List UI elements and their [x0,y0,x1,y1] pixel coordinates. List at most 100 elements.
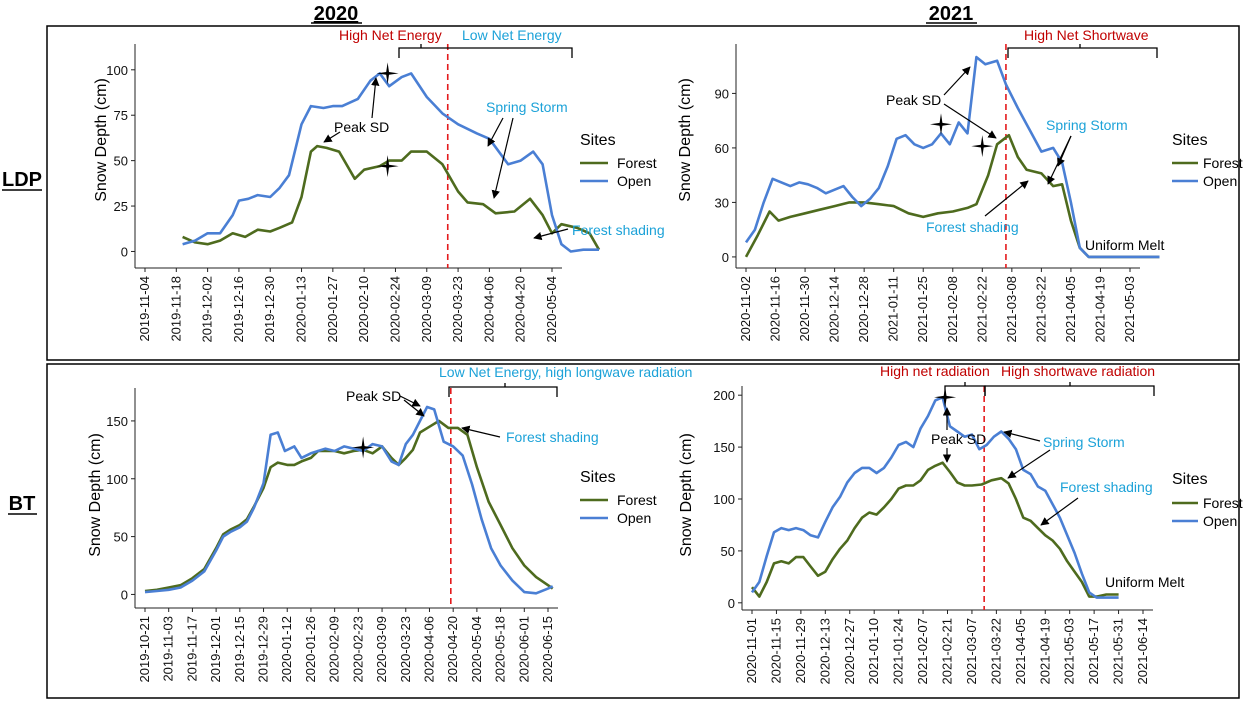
x-tick-label: 2020-03-09 [419,276,434,343]
annotation-forest-shading: Forest shading [572,222,665,238]
x-tick-label: 2020-01-13 [294,276,309,343]
legend-forest-label: Forest [617,492,657,508]
header-2021: 2021 [929,3,974,25]
y-tick-label: 50 [721,544,735,559]
peak-star-marker [376,62,399,85]
x-tick-label: 2020-11-01 [744,618,759,684]
legend-forest-label: Forest [1203,495,1243,511]
x-tick-label: 2020-01-26 [303,616,318,683]
x-tick-label: 2020-11-30 [797,276,812,342]
x-tick-label: 2021-02-07 [915,618,930,685]
x-tick-label: 2021-04-19 [1092,276,1107,343]
arrow-spring-storm-open [487,117,504,147]
annotation-low-net-energy: Low Net Energy [462,27,562,43]
y-tick-label: 0 [722,250,729,265]
x-tick-label: 2020-02-23 [350,616,365,683]
legend-open-label: Open [617,510,651,526]
annotation-peak-sd: Peak SD [346,388,401,404]
x-tick-label: 2019-10-21 [137,616,152,683]
x-tick-label: 2021-02-21 [940,618,955,685]
x-tick-label: 2020-11-02 [738,276,753,342]
annotation-spring-storm: Spring Storm [486,99,568,115]
x-tick-label: 2019-11-03 [161,616,176,682]
annotation-peak-sd: Peak SD [886,92,941,108]
y-tick-label: 200 [713,388,735,403]
legend-open-label: Open [617,173,651,189]
ylabel-ldp2021: Snow Depth (cm) [677,78,694,202]
annotation-uniform-melt: Uniform Melt [1105,574,1184,590]
bracket-bt2020 [448,383,558,397]
y-tick-label: 100 [713,492,735,507]
x-tick-label: 2020-04-20 [445,616,460,683]
annotation-forest-shading: Forest shading [926,219,1019,235]
series-line-forest [144,419,554,593]
x-tick-label: 2021-03-22 [988,618,1003,685]
x-tick-label: 2021-01-25 [915,276,930,343]
annotation-uniform-melt: Uniform Melt [1085,237,1164,253]
annotation-high-net-radiation: High net radiation [880,363,990,379]
y-tick-label: 50 [114,154,128,169]
annotation-low-net-energy-longwave: Low Net Energy, high longwave radiation [439,364,692,380]
x-tick-label: 2020-02-24 [387,276,402,343]
bracket-bt2021-b [984,382,1155,396]
annotation-high-shortwave-radiation: High shortwave radiation [1001,363,1155,379]
chart-ldp-2020: 0 25 50 75 100 2019-11-04 2019-11-18 2019-12-02… [106,44,601,343]
annotation-high-net-shortwave: High Net Shortwave [1024,27,1149,43]
y-tick-label: 0 [121,587,128,602]
annotations-ldp2021: High Net Shortwave Peak SD Spring Storm … [886,27,1164,253]
row-label-bt: BT [9,493,36,515]
x-tick-label: 2020-02-09 [327,616,342,683]
y-tick-label: 50 [114,530,128,545]
legend-forest-label: Forest [1203,155,1243,171]
ylabel-ldp2020: Snow Depth (cm) [93,78,110,202]
x-tick-label: 2021-05-03 [1122,276,1137,343]
ldp-panel-frame [46,25,1240,361]
x-tick-label: 2020-05-04 [469,616,484,683]
arrow-peak-sd-forest [403,399,425,417]
y-tick-label: 100 [106,63,128,78]
x-tick-label: 2020-04-06 [421,616,436,683]
x-tick-label: 2020-04-20 [513,276,528,343]
x-tick-label: 2021-02-08 [945,276,960,343]
x-tick-label: 2020-11-15 [768,618,783,684]
arrow-forest-shading [1040,497,1079,526]
annotations-bt2021: High net radiation High shortwave radiat… [880,363,1184,590]
x-tick-label: 2021-04-05 [1063,276,1078,343]
x-tick-label: 2020-12-14 [827,276,842,343]
annotation-forest-shading: Forest shading [506,429,599,445]
x-tick-label: 2019-11-04 [137,276,152,342]
y-tick-label: 75 [114,108,128,123]
series-line-forest [744,133,1160,259]
x-tick-label: 2020-05-18 [493,616,508,683]
arrow-peak-sd-forest [943,103,997,139]
y-tick-label: 150 [106,414,128,429]
x-tick-label: 2019-12-01 [208,616,223,683]
x-tick-label: 2021-05-31 [1111,618,1126,685]
legend-title: Sites [580,469,616,486]
x-tick-label: 2019-11-18 [168,276,183,342]
y-tick-label: 100 [106,472,128,487]
x-tick-label: 2019-12-16 [231,276,246,343]
y-tick-label: 30 [715,195,729,210]
legend-bt2020: Sites Forest Open [580,469,657,526]
annotation-spring-storm: Spring Storm [1043,434,1125,450]
arrow-spring-storm-open [1003,429,1041,442]
arrow-peak-sd-forest [323,131,341,143]
legend-open-label: Open [1203,173,1237,189]
series-line-open [182,72,599,253]
x-tick-label: 2020-12-28 [856,276,871,343]
arrow-spring-storm-forest [491,117,514,199]
arrow-forest-shading [461,425,501,438]
x-tick-label: 2020-02-10 [356,276,371,343]
arrow-forest-shading [533,228,569,241]
x-tick-label: 2021-01-24 [891,618,906,685]
x-tick-label: 2020-05-04 [544,276,559,343]
y-tick-label: 0 [121,244,128,259]
x-tick-label: 2020-06-01 [516,616,531,683]
x-tick-label: 2020-03-09 [374,616,389,683]
x-tick-label: 2020-04-06 [481,276,496,343]
peak-star-marker [930,113,952,136]
ylabel-bt2020: Snow Depth (cm) [87,433,104,557]
